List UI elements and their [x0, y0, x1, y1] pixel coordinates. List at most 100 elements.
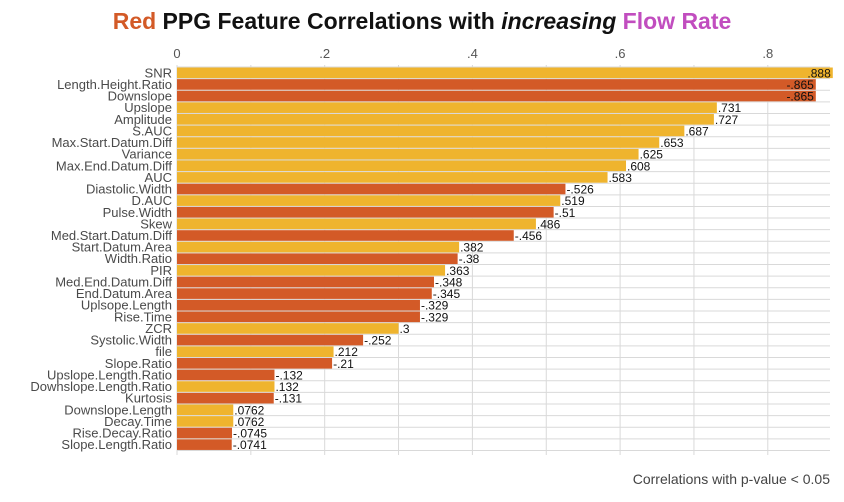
- x-tick-label: .6: [615, 46, 626, 61]
- category-label: Downslope.Length: [64, 402, 172, 417]
- value-label: .653: [660, 136, 684, 150]
- chart-title: Red PPG Feature Correlations with increa…: [0, 8, 844, 35]
- category-label: Skew: [140, 216, 172, 231]
- value-label: -.526: [566, 183, 594, 197]
- category-label: Max.End.Datum.Diff: [56, 158, 172, 173]
- bar: [177, 299, 420, 311]
- value-label: .382: [460, 241, 484, 255]
- bar: [177, 404, 234, 416]
- category-label: Uplsope.Length: [81, 298, 172, 313]
- category-label: Start.Datum.Area: [72, 240, 173, 255]
- x-tick-label: .8: [762, 46, 773, 61]
- value-label: -.865: [786, 78, 814, 92]
- value-label: -.329: [421, 299, 449, 313]
- category-label: Systolic.Width: [90, 333, 172, 348]
- category-label: SNR: [145, 65, 172, 80]
- title-flow-rate: Flow Rate: [622, 8, 732, 34]
- bar: [177, 311, 420, 323]
- category-labels: SNRLength.Height.RatioDownslopeUpslopeAm…: [30, 65, 172, 452]
- bar: [177, 195, 561, 206]
- value-label: .486: [537, 217, 561, 231]
- value-label: -.51: [555, 206, 576, 220]
- value-label: -.345: [433, 287, 461, 301]
- bar: [177, 241, 460, 253]
- title-italic-word: increasing: [501, 8, 617, 34]
- bar: [177, 67, 833, 79]
- category-label: Rise.Time: [114, 309, 172, 324]
- value-label: .212: [335, 345, 359, 359]
- bar: [177, 125, 685, 137]
- category-label: Variance: [122, 147, 172, 162]
- value-labels: .888-.865-.865.731.727.687.653.625.608.5…: [233, 66, 831, 452]
- value-label: .888: [807, 66, 831, 80]
- x-tick-label: 0: [173, 46, 180, 61]
- category-label: D.AUC: [132, 193, 172, 208]
- bar: [177, 392, 274, 404]
- category-label: ZCR: [145, 321, 172, 336]
- category-label: Upslope: [124, 100, 172, 115]
- bar: [177, 79, 816, 90]
- value-label: .731: [718, 101, 742, 115]
- value-label: -.252: [364, 334, 392, 348]
- bar: [177, 288, 432, 299]
- value-label: -.865: [786, 90, 814, 104]
- bar: [177, 183, 566, 195]
- bar: [177, 358, 333, 369]
- x-tick-label: .4: [467, 46, 478, 61]
- value-label: .583: [609, 171, 633, 185]
- value-label: -.38: [459, 252, 480, 266]
- bar: [177, 218, 536, 230]
- value-label: .608: [627, 159, 651, 173]
- bar: [177, 427, 233, 439]
- bar: [177, 113, 714, 125]
- category-label: Dowhslope.Length.Ratio: [30, 379, 172, 394]
- title-red-word: Red: [112, 8, 157, 34]
- bar: [177, 334, 364, 346]
- bar: [177, 323, 399, 334]
- value-label: -.21: [333, 357, 354, 371]
- value-label: -.348: [435, 275, 463, 289]
- value-label: .0762: [234, 403, 264, 417]
- x-tick-label: .2: [319, 46, 330, 61]
- category-label: Upslope.Length.Ratio: [47, 367, 172, 382]
- category-label: S.AUC: [132, 123, 172, 138]
- value-label: -.0745: [233, 427, 267, 441]
- bar: [177, 230, 514, 241]
- value-label: .363: [446, 264, 470, 278]
- category-label: Med.Start.Datum.Diff: [51, 228, 173, 243]
- x-axis-ticks: 0 .2 .4 .6 .8: [173, 46, 773, 61]
- category-label: Kurtosis: [125, 391, 172, 406]
- value-label: -.131: [275, 392, 303, 406]
- category-label: Downslope: [108, 89, 172, 104]
- bar: [177, 346, 334, 357]
- category-label: Diastolic.Width: [86, 182, 172, 197]
- value-label: -.132: [275, 368, 303, 382]
- category-label: Slope.Length.Ratio: [61, 437, 172, 452]
- value-label: .625: [640, 148, 664, 162]
- category-label: file: [155, 344, 172, 359]
- category-label: Length.Height.Ratio: [57, 77, 172, 92]
- category-label: Max.Start.Datum.Diff: [52, 135, 173, 150]
- value-label: .132: [275, 380, 299, 394]
- category-label: AUC: [145, 170, 172, 185]
- bar: [177, 148, 639, 160]
- bar: [177, 137, 660, 148]
- category-label: PIR: [150, 263, 172, 278]
- value-label: -.456: [515, 229, 543, 243]
- category-label: End.Datum.Area: [76, 286, 173, 301]
- chart-caption: Correlations with p-value < 0.05: [632, 471, 830, 487]
- bar: [177, 253, 458, 265]
- category-label: Amplitude: [114, 112, 172, 127]
- value-label: .0762: [234, 415, 264, 429]
- bar: [177, 439, 232, 450]
- bar: [177, 160, 627, 172]
- category-label: Rise.Decay.Ratio: [73, 426, 172, 441]
- bar: [177, 265, 446, 276]
- bar: [177, 416, 234, 427]
- bars: [177, 67, 833, 450]
- bar: [177, 381, 275, 392]
- category-label: Decay.Time: [104, 414, 172, 429]
- category-label: Slope.Ratio: [105, 356, 172, 371]
- bar: [177, 206, 554, 218]
